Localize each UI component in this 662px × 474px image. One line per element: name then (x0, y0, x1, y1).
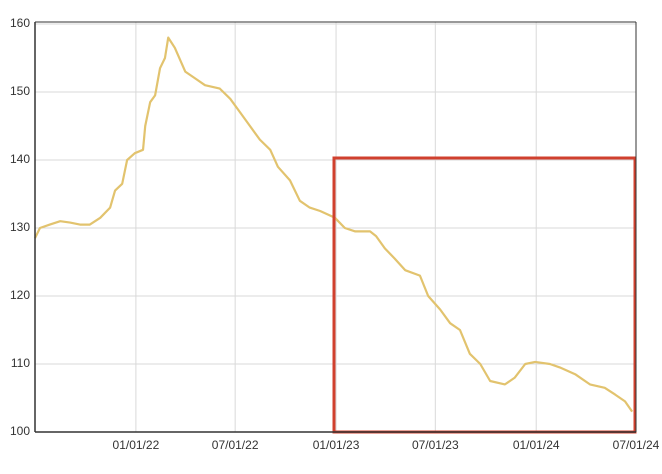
y-tick-label: 150 (10, 84, 30, 98)
y-tick-label: 160 (10, 16, 30, 30)
y-tick-label: 100 (10, 424, 30, 438)
x-tick-label: 07/01/23 (412, 438, 459, 452)
x-tick-label: 01/01/24 (513, 438, 560, 452)
y-tick-label: 120 (10, 288, 30, 302)
highlight-box (332, 156, 637, 434)
line (34, 36, 634, 413)
y-tick-label: 110 (11, 356, 30, 370)
x-tick-label: 01/01/23 (313, 438, 360, 452)
plot (34, 36, 634, 413)
y-tick-label: 130 (10, 220, 30, 234)
y-tick-label: 140 (10, 152, 30, 166)
x-tick-label: 07/01/24 (613, 438, 660, 452)
x-tick-label: 07/01/22 (212, 438, 259, 452)
x-tick-label: 01/01/22 (113, 438, 160, 452)
